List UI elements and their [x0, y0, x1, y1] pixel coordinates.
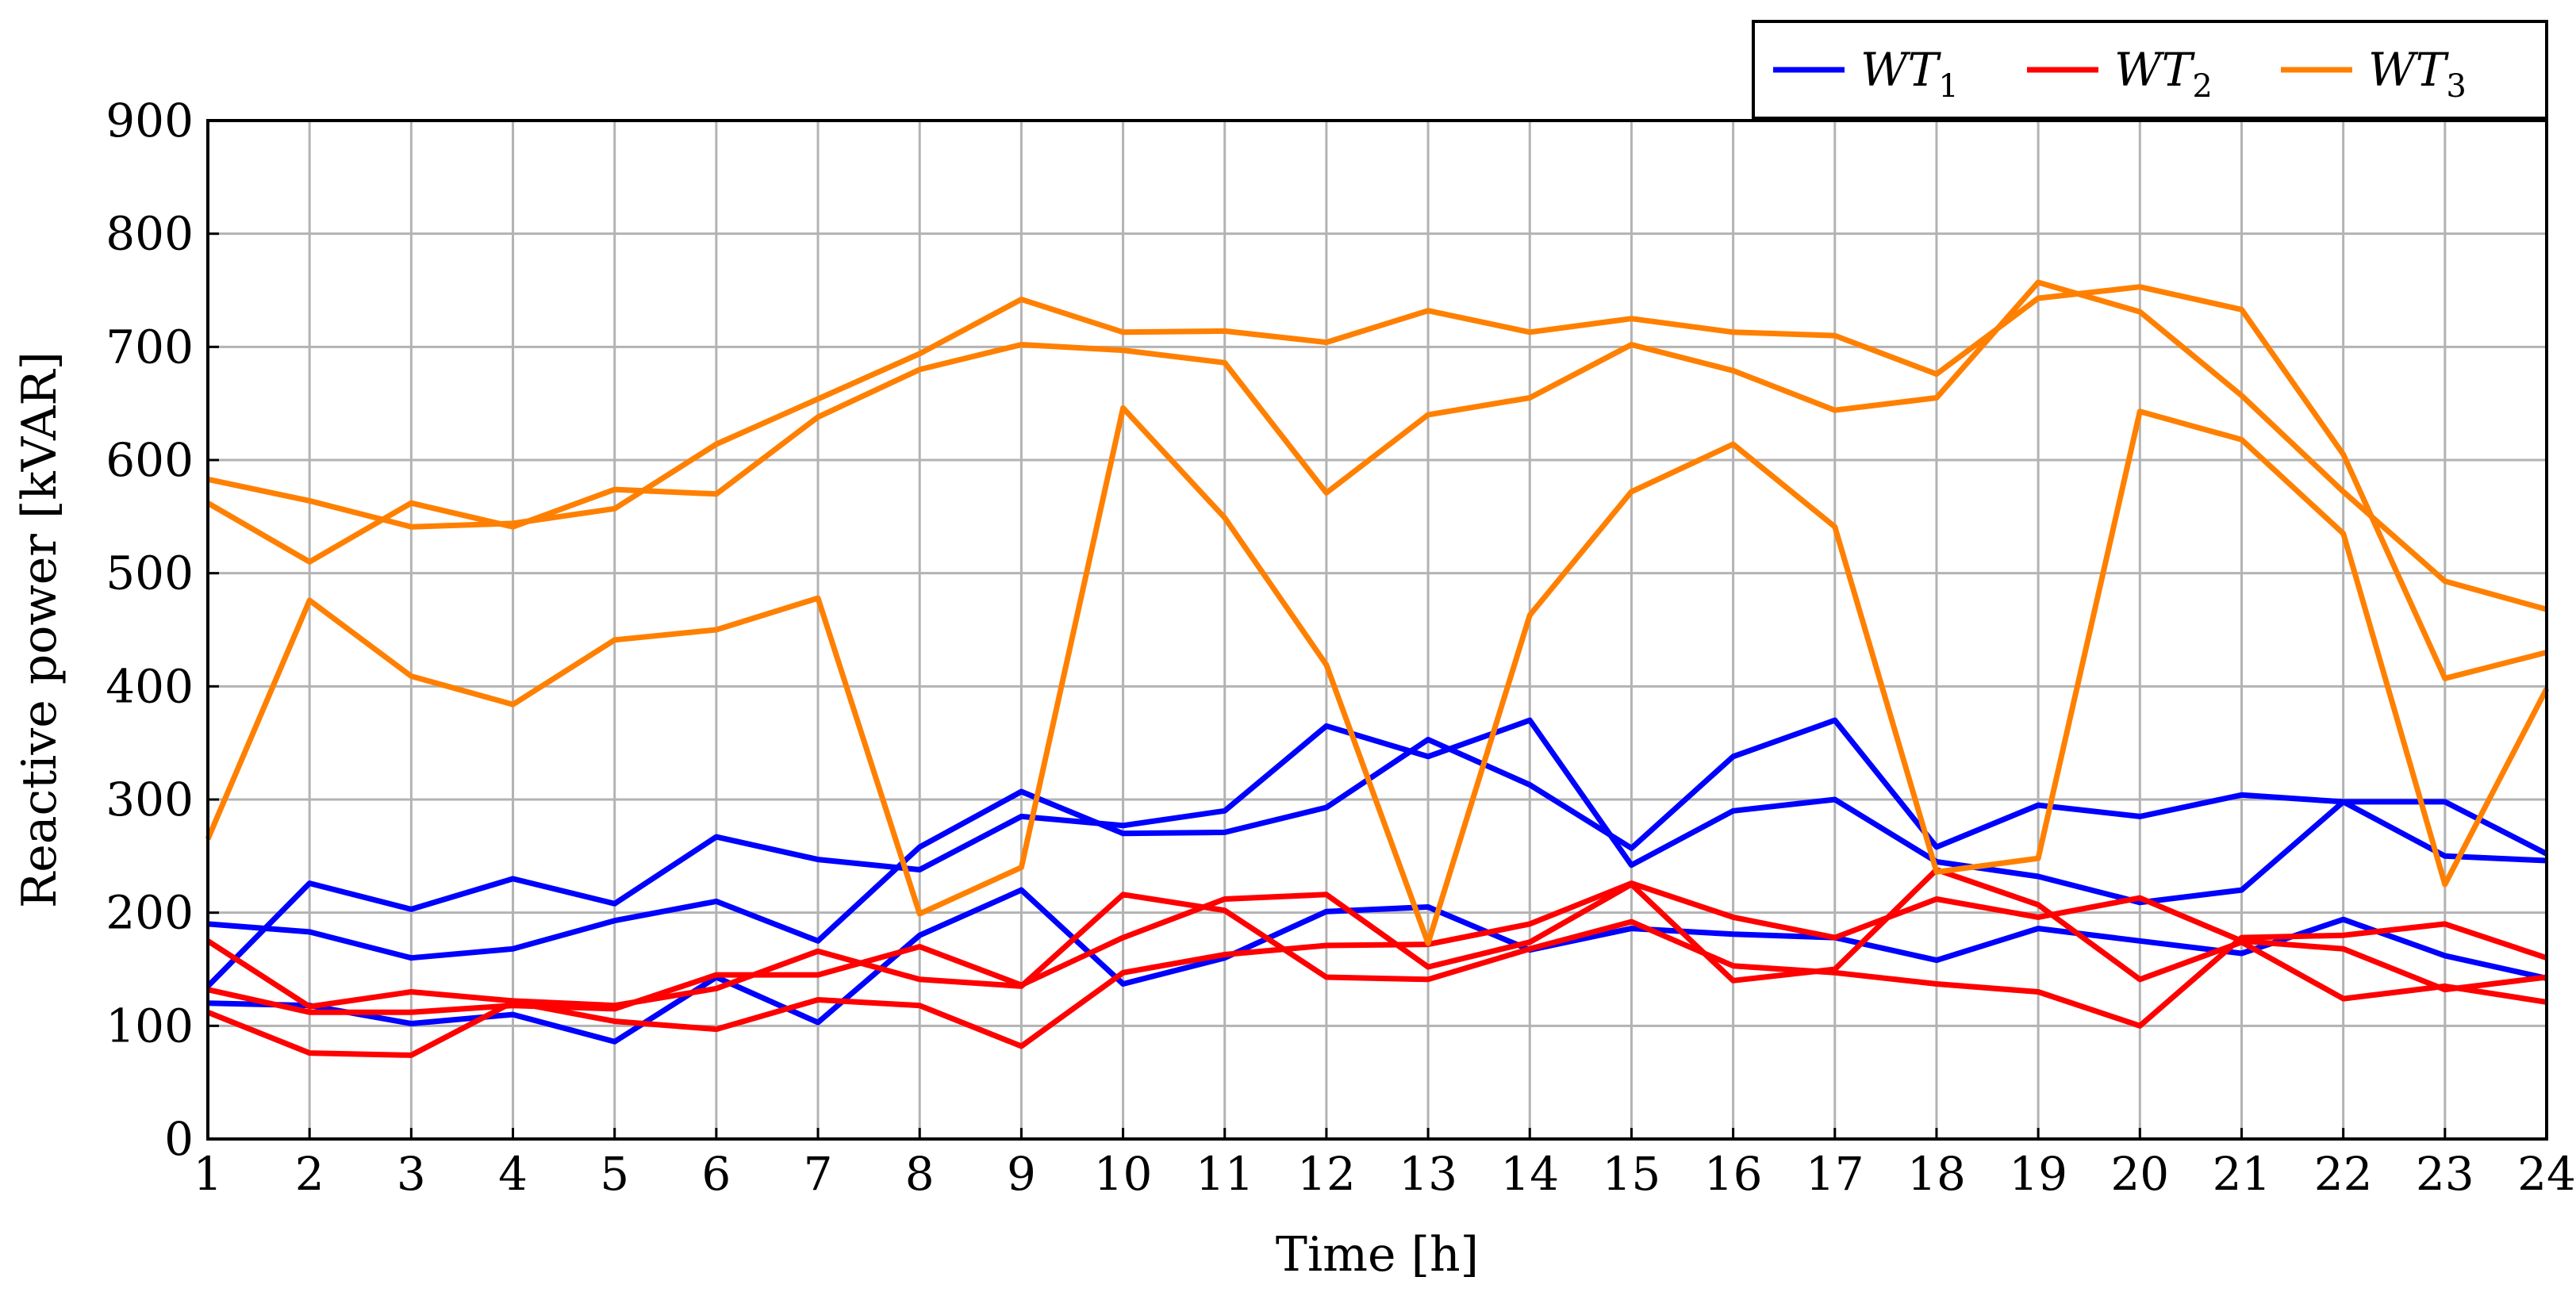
x-tick-label: 19	[2009, 1147, 2067, 1201]
x-tick-label: 5	[600, 1147, 629, 1201]
y-tick-label: 600	[106, 433, 194, 487]
x-tick-label: 23	[2416, 1147, 2474, 1201]
series-line-wt3	[206, 279, 2547, 612]
legend-label: WT2	[2114, 43, 2213, 105]
x-tick-label: 13	[1399, 1147, 1457, 1201]
plot-frame	[206, 119, 2548, 1141]
series-line-wt2	[206, 892, 2548, 1029]
series-line-wt3	[205, 405, 2550, 946]
x-tick-label: 7	[804, 1147, 833, 1201]
legend: WT1 WT2 WT3	[1752, 20, 2548, 120]
x-tick-label: 24	[2517, 1147, 2576, 1201]
y-tick-label: 800	[106, 207, 194, 261]
y-tick-label: 500	[106, 546, 194, 600]
grid-lines	[206, 119, 2548, 1141]
x-tick-label: 17	[1806, 1147, 1864, 1201]
y-tick-label: 700	[106, 320, 194, 374]
y-tick-label: 400	[106, 659, 194, 713]
x-tick-label: 1	[194, 1147, 223, 1201]
x-tick-label: 12	[1297, 1147, 1356, 1201]
x-tick-label: 2	[295, 1147, 324, 1201]
series-line-wt1	[205, 717, 2548, 988]
series-line-wt3	[207, 284, 2547, 681]
y-axis-title: Reactive power [kVAR]	[12, 351, 67, 908]
x-tick-label: 8	[905, 1147, 935, 1201]
x-axis: 1 2 3 4 5 6 7 8 9 10 11 12 13 14 15 16 17 18 19 20 21 22 23 24	[194, 1128, 2576, 1201]
x-tick-label: 9	[1007, 1147, 1036, 1201]
x-tick-label: 11	[1196, 1147, 1254, 1201]
x-tick-label: 18	[1907, 1147, 1966, 1201]
y-tick-label: 900	[106, 94, 194, 148]
legend-label: WT1	[1860, 43, 1959, 105]
series-line-wt2	[207, 867, 2547, 1015]
x-tick-label: 21	[2213, 1147, 2271, 1201]
x-tick-label: 16	[1704, 1147, 1763, 1201]
x-tick-label: 15	[1603, 1147, 1661, 1201]
y-tick-label: 0	[164, 1112, 194, 1166]
y-tick-label: 200	[106, 886, 194, 940]
x-tick-label: 10	[1094, 1147, 1153, 1201]
x-tick-label: 3	[397, 1147, 426, 1201]
y-axis: 0 100 200 300 400 500 600 700 800 900	[106, 94, 219, 1166]
y-tick-label: 100	[106, 999, 194, 1053]
legend-box	[1752, 20, 2548, 120]
series-line-wt2	[206, 880, 2547, 1058]
x-axis-title: Time [h]	[1276, 1227, 1479, 1283]
x-tick-label: 20	[2110, 1147, 2169, 1201]
x-tick-label: 22	[2314, 1147, 2373, 1201]
legend-label: WT3	[2368, 43, 2467, 105]
x-tick-label: 6	[701, 1147, 731, 1201]
x-tick-label: 4	[498, 1147, 528, 1201]
series-line-wt1	[207, 717, 2547, 961]
y-tick-label: 300	[106, 773, 194, 826]
series-lines	[205, 279, 2550, 1058]
x-tick-label: 14	[1500, 1147, 1559, 1201]
series-line-wt1	[207, 887, 2547, 1045]
